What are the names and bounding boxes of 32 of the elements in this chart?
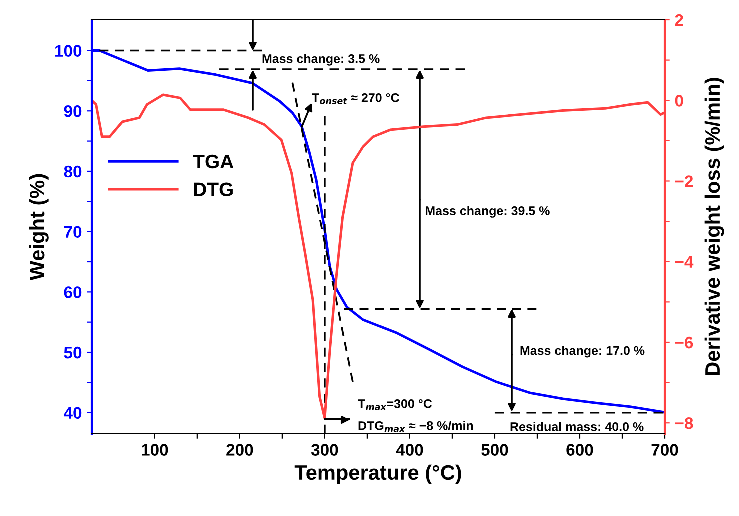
x-tick-label: 600 bbox=[566, 444, 594, 456]
y2-tick-label: −8 bbox=[675, 418, 694, 430]
x-tick-label: 500 bbox=[482, 444, 508, 456]
y2-tick-label: 2 bbox=[675, 14, 684, 26]
y-tick-label: 70 bbox=[64, 226, 82, 238]
y2-tick-label: −4 bbox=[675, 256, 694, 268]
annotation: Residual mass: 40.0 % bbox=[510, 422, 644, 432]
annotation: T$_{onset}$ ≈ 270 °C bbox=[312, 93, 400, 104]
legend-label: DTG bbox=[194, 182, 233, 196]
y2-tick-label: −6 bbox=[675, 336, 694, 349]
x-tick-label: 200 bbox=[226, 444, 254, 456]
y-tick-label: 60 bbox=[64, 286, 82, 298]
annotation: DTG$_{max}$ ≈ −8 %/min bbox=[358, 421, 474, 432]
legend-label: TGA bbox=[193, 154, 234, 169]
y-tick-label: 50 bbox=[64, 346, 82, 359]
y2-axis-title: Derivative weight loss (%/min) bbox=[704, 78, 724, 376]
y-tick-label: 40 bbox=[64, 407, 82, 420]
x-tick-label: 400 bbox=[396, 444, 424, 456]
x-tick-label: 100 bbox=[142, 444, 168, 456]
y-tick-label: 100 bbox=[56, 45, 82, 57]
x-axis-title: Temperature (°C) bbox=[294, 464, 462, 484]
x-tick-label: 700 bbox=[652, 444, 678, 456]
y2-tick-label: 0 bbox=[675, 95, 684, 107]
annotation: Mass change: 17.0 % bbox=[520, 346, 645, 358]
annotation: T$_{max}$=300 °C bbox=[358, 399, 432, 410]
y-axis-title: Weight (%) bbox=[29, 174, 49, 281]
y2-tick-label: −2 bbox=[675, 176, 694, 188]
annotation: Mass change: 39.5 % bbox=[426, 206, 550, 218]
y-tick-label: 90 bbox=[64, 106, 82, 118]
y-tick-label: 80 bbox=[64, 166, 82, 178]
annotation: Mass change: 3.5 % bbox=[262, 54, 380, 66]
x-tick-label: 300 bbox=[311, 444, 338, 456]
